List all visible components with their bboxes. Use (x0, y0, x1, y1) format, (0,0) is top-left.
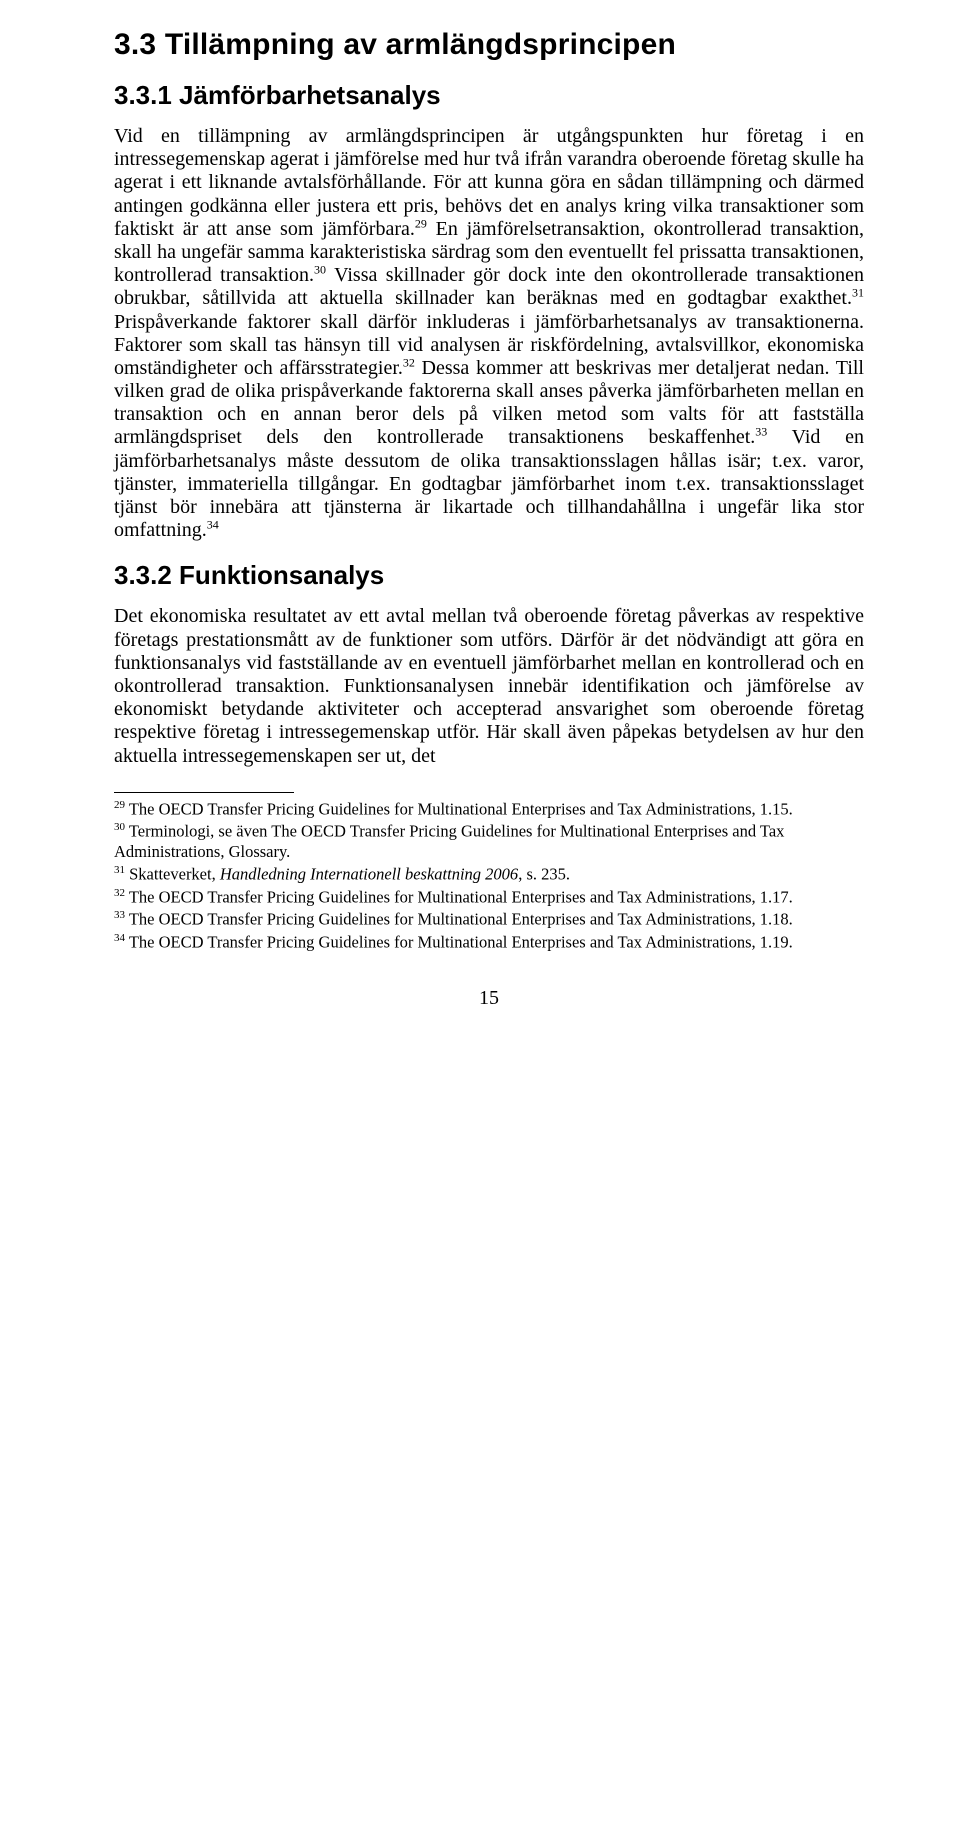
paragraph-comparability: Vid en tillämpning av armlängdsprincipen… (114, 125, 864, 542)
footnote-text: Terminologi, se även The OECD Transfer P… (114, 822, 784, 861)
footnote-ref-31: 31 (852, 286, 864, 300)
footnote-30: 30 Terminologi, se även The OECD Transfe… (114, 821, 864, 862)
footnote-32: 32 The OECD Transfer Pricing Guidelines … (114, 887, 864, 908)
footnote-number: 30 (114, 821, 125, 833)
heading-section-3-3: 3.3 Tillämpning av armlängdsprincipen (114, 28, 864, 62)
footnote-number: 34 (114, 932, 125, 944)
document-page: 3.3 Tillämpning av armlängdsprincipen 3.… (0, 0, 960, 1050)
footnote-number: 29 (114, 799, 125, 811)
footnote-31: 31 Skatteverket, Handledning Internation… (114, 864, 864, 885)
footnote-text: , s. 235. (518, 865, 570, 884)
footnotes-block: 29 The OECD Transfer Pricing Guidelines … (114, 799, 864, 953)
page-number: 15 (114, 987, 864, 1010)
footnote-ref-32: 32 (403, 355, 415, 369)
footnote-number: 32 (114, 887, 125, 899)
footnote-text: The OECD Transfer Pricing Guidelines for… (125, 932, 793, 951)
footnote-text: The OECD Transfer Pricing Guidelines for… (125, 799, 793, 818)
paragraph-functional-analysis: Det ekonomiska resultatet av ett avtal m… (114, 605, 864, 767)
footnote-text: The OECD Transfer Pricing Guidelines for… (125, 887, 793, 906)
footnote-number: 33 (114, 909, 125, 921)
footnote-33: 33 The OECD Transfer Pricing Guidelines … (114, 909, 864, 930)
footnote-ref-33: 33 (755, 425, 767, 439)
footnote-text: Skatteverket, (125, 865, 220, 884)
heading-section-3-3-2: 3.3.2 Funktionsanalys (114, 560, 864, 591)
footnote-separator (114, 792, 294, 793)
footnote-number: 31 (114, 864, 125, 876)
footnote-ref-29: 29 (415, 216, 427, 230)
heading-section-3-3-1: 3.3.1 Jämförbarhetsanalys (114, 80, 864, 111)
footnote-text: The OECD Transfer Pricing Guidelines for… (125, 910, 793, 929)
footnote-29: 29 The OECD Transfer Pricing Guidelines … (114, 799, 864, 820)
footnote-text-italic: Handledning Internationell beskattning 2… (220, 865, 518, 884)
footnote-34: 34 The OECD Transfer Pricing Guidelines … (114, 932, 864, 953)
footnote-ref-30: 30 (314, 262, 326, 276)
footnote-ref-34: 34 (207, 518, 219, 532)
